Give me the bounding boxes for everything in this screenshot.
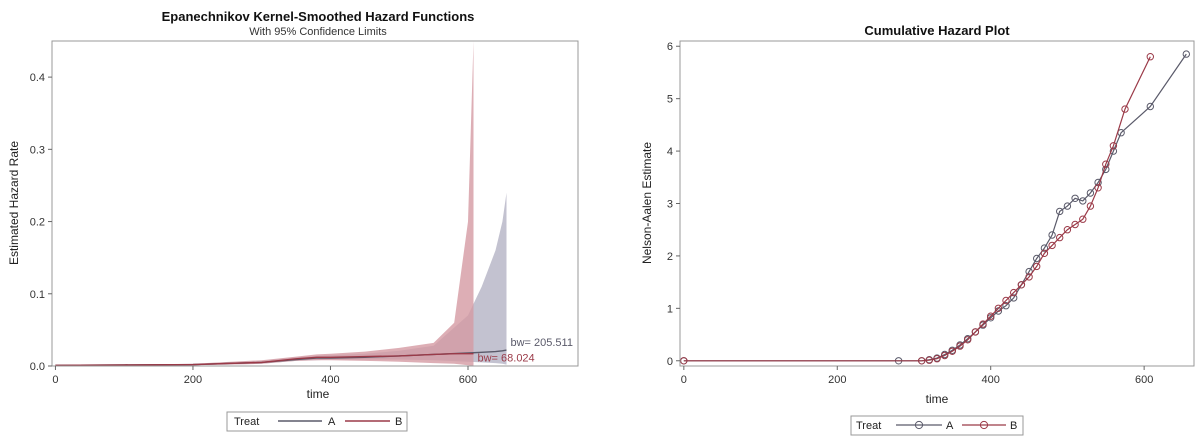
cumhaz-point-b (1102, 160, 1110, 168)
hazard-x-tick-label: 0 (52, 374, 58, 386)
cumhaz-legend-label-b: B (1010, 420, 1017, 432)
cumhaz-point-b (956, 342, 964, 350)
cumhaz-point-a (1002, 302, 1010, 310)
cumhaz-y-tick-label: 5 (667, 94, 673, 106)
cumhaz-point-a (1056, 207, 1064, 216)
cumhaz-point-a (1109, 147, 1118, 155)
cumhaz-point-b (994, 304, 1003, 312)
hazard-x-tick-label: 400 (321, 374, 339, 386)
cumhaz-point-b (979, 320, 987, 328)
cumhaz-x-axis-label: time (926, 392, 949, 406)
cumhaz-point-b (1079, 215, 1087, 223)
hazard-chart-subtitle: With 95% Confidence Limits (249, 26, 387, 38)
hazard-y-tick-label: 0.1 (30, 289, 45, 301)
cumhaz-plot-area (680, 50, 1191, 365)
hazard-y-tick-label: 0.3 (30, 144, 45, 156)
cumhaz-point-b (1071, 220, 1079, 229)
hazard-x-axis-label: time (307, 387, 330, 401)
cumhaz-legend-marker-a (914, 420, 924, 430)
cumhaz-point-b (1002, 296, 1010, 305)
hazard-plot-frame (51, 40, 579, 367)
cumhaz-point-b (933, 355, 941, 363)
hazard-y-tick-label: 0.4 (30, 72, 45, 84)
cumhaz-point-a (1033, 254, 1041, 263)
cumhaz-point-a (1102, 165, 1110, 174)
cumhaz-point-b (925, 356, 933, 364)
cumhaz-point-b (1025, 273, 1033, 281)
cumhaz-x-tick-label: 600 (1135, 374, 1153, 386)
cumhaz-point-b (1063, 226, 1072, 234)
hazard-line-b (55, 353, 474, 366)
cumhaz-legend-title: Treat (856, 420, 881, 432)
cumhaz-y-tick-label: 2 (667, 251, 673, 263)
cumhaz-point-b (1040, 249, 1049, 258)
hazard-legend-title: Treat (234, 416, 259, 428)
cumhaz-point-b (1033, 262, 1041, 271)
cumhaz-point-b (680, 357, 688, 365)
cumhaz-legend-label-a: A (946, 420, 954, 432)
cumhaz-point-b (1056, 233, 1064, 242)
hazard-legend: Treat A B (226, 411, 408, 432)
hazard-chart: Epanechnikov Kernel-Smoothed Hazard Func… (7, 9, 579, 432)
cumhaz-point-b (964, 336, 972, 344)
hazard-legend-label-b: B (395, 416, 402, 428)
cumhaz-point-b (1109, 142, 1118, 150)
cumhaz-plot-frame (679, 40, 1195, 367)
cumhaz-point-b (971, 328, 980, 336)
cumhaz-point-a (1094, 178, 1102, 187)
hazard-x-tick-label: 200 (184, 374, 202, 386)
hazard-y-axis-label: Estimated Hazard Rate (7, 141, 21, 265)
cumhaz-legend-marker-b (979, 420, 989, 430)
hazard-plot-area: bw= 205.511 bw= 68.024 (55, 41, 573, 366)
hazard-confidence-band-b (55, 41, 474, 366)
cumhaz-axes: 0 200 400 600 0 1 2 3 4 5 6 (667, 41, 1153, 386)
cumhaz-point-b (941, 351, 949, 360)
cumhaz-y-tick-label: 6 (667, 41, 673, 53)
cumhaz-point-a (1048, 231, 1056, 239)
cumhaz-chart-title: Cumulative Hazard Plot (864, 23, 1010, 38)
hazard-bw-label-b: bw= 68.024 (477, 353, 534, 365)
cumhaz-y-tick-label: 0 (667, 356, 673, 368)
cumhaz-point-b (1146, 53, 1155, 61)
cumhaz-point-a (1010, 294, 1018, 302)
cumhaz-point-b (1094, 184, 1102, 192)
cumhaz-point-a (1086, 189, 1095, 197)
cumhaz-x-tick-label: 400 (982, 374, 1000, 386)
cumhaz-point-a (1063, 202, 1072, 210)
cumhaz-point-a (1071, 194, 1079, 203)
cumhaz-y-tick-label: 4 (667, 146, 673, 158)
cumhaz-y-tick-label: 3 (667, 199, 673, 211)
cumhaz-point-b (1086, 202, 1095, 210)
hazard-bw-label-a: bw= 205.511 (510, 337, 573, 349)
cumhaz-point-b (918, 357, 926, 365)
cumhaz-point-a (1182, 50, 1191, 58)
cumhaz-x-tick-label: 200 (828, 374, 846, 386)
cumhaz-y-tick-label: 1 (667, 303, 673, 315)
cumhaz-x-tick-label: 0 (681, 374, 687, 386)
hazard-y-tick-label: 0.0 (30, 361, 45, 373)
cumhaz-point-b (1048, 241, 1056, 250)
cumhaz-point-b (1010, 288, 1018, 297)
cumhaz-line-b (683, 56, 1151, 362)
hazard-y-tick-label: 0.2 (30, 217, 45, 229)
cumhaz-point-b (948, 347, 956, 355)
cumhaz-chart: Cumulative Hazard Plot 0 200 400 600 0 1 2 3 4 5 6… (640, 23, 1195, 436)
cumhaz-y-axis-label: Nelson-Aalen Estimate (640, 142, 654, 264)
hazard-legend-label-a: A (328, 416, 336, 428)
cumhaz-point-b (1017, 281, 1026, 289)
cumhaz-legend: Treat A B (850, 415, 1024, 436)
cumhaz-point-a (1040, 244, 1049, 252)
cumhaz-point-b (987, 312, 995, 320)
cumhaz-line-a (683, 53, 1187, 362)
hazard-x-tick-label: 600 (459, 374, 477, 386)
hazard-axes: 0 200 400 600 0.0 0.1 0.2 0.3 0.4 (30, 72, 477, 386)
hazard-chart-title: Epanechnikov Kernel-Smoothed Hazard Func… (162, 9, 475, 24)
cumhaz-point-a (1146, 102, 1155, 111)
cumhaz-point-b (1121, 105, 1129, 113)
cumhaz-point-a (1079, 197, 1087, 205)
